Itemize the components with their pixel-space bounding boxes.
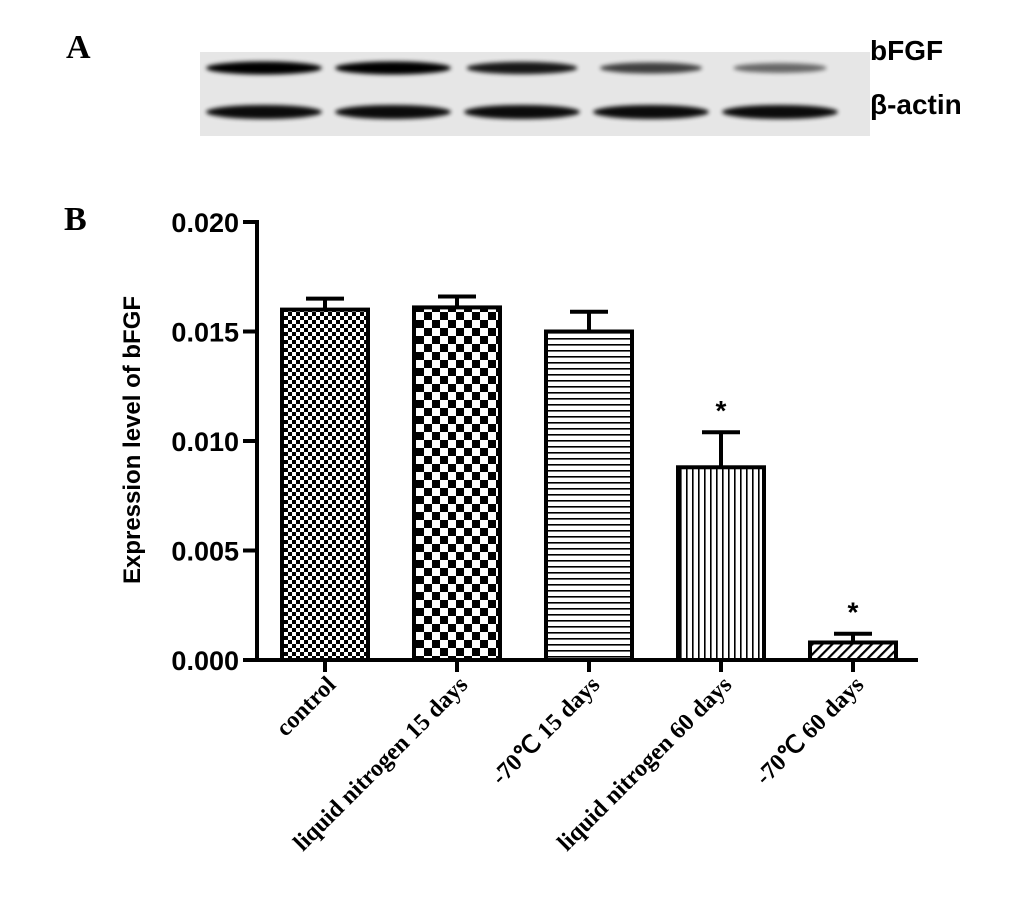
significance-marker: * — [716, 395, 727, 426]
panel-b-label: B — [64, 201, 87, 238]
y-tick-label: 0.010 — [171, 427, 239, 457]
y-axis-label: Expression level of bFGF — [119, 296, 146, 584]
panel-a-label: A — [66, 29, 91, 66]
y-tick-label: 0.015 — [171, 318, 239, 348]
bar-0 — [280, 307, 370, 662]
beta-actin-band — [206, 105, 322, 119]
bar-1 — [412, 305, 502, 662]
beta-actin-band — [593, 105, 709, 119]
x-tick-label: -70℃ 15 days — [487, 672, 606, 791]
beta-actin-band — [464, 105, 580, 119]
y-tick-label: 0.000 — [171, 646, 239, 676]
y-axis-ticks: 0.000 0.005 0.010 0.015 0.020 — [171, 208, 257, 676]
bfgf-band — [206, 61, 322, 75]
y-tick-label: 0.005 — [171, 537, 239, 567]
blot-lanes — [206, 61, 838, 119]
bfgf-band — [335, 61, 451, 75]
bars: ** — [280, 294, 898, 662]
significance-marker: * — [848, 597, 859, 628]
bar-3 — [676, 465, 766, 662]
bfgf-band — [466, 61, 578, 75]
bar-2 — [544, 329, 634, 662]
bfgf-band — [599, 62, 703, 74]
y-tick-label: 0.020 — [171, 208, 239, 238]
bar-4 — [808, 640, 898, 662]
band-label-bfgf: bFGF — [870, 35, 943, 66]
beta-actin-band — [335, 105, 451, 119]
bfgf-band — [733, 63, 827, 73]
x-tick-label: -70℃ 60 days — [751, 672, 870, 791]
x-tick-label: control — [271, 672, 341, 742]
beta-actin-band — [722, 105, 838, 119]
band-label-beta-actin: β-actin — [870, 89, 962, 120]
